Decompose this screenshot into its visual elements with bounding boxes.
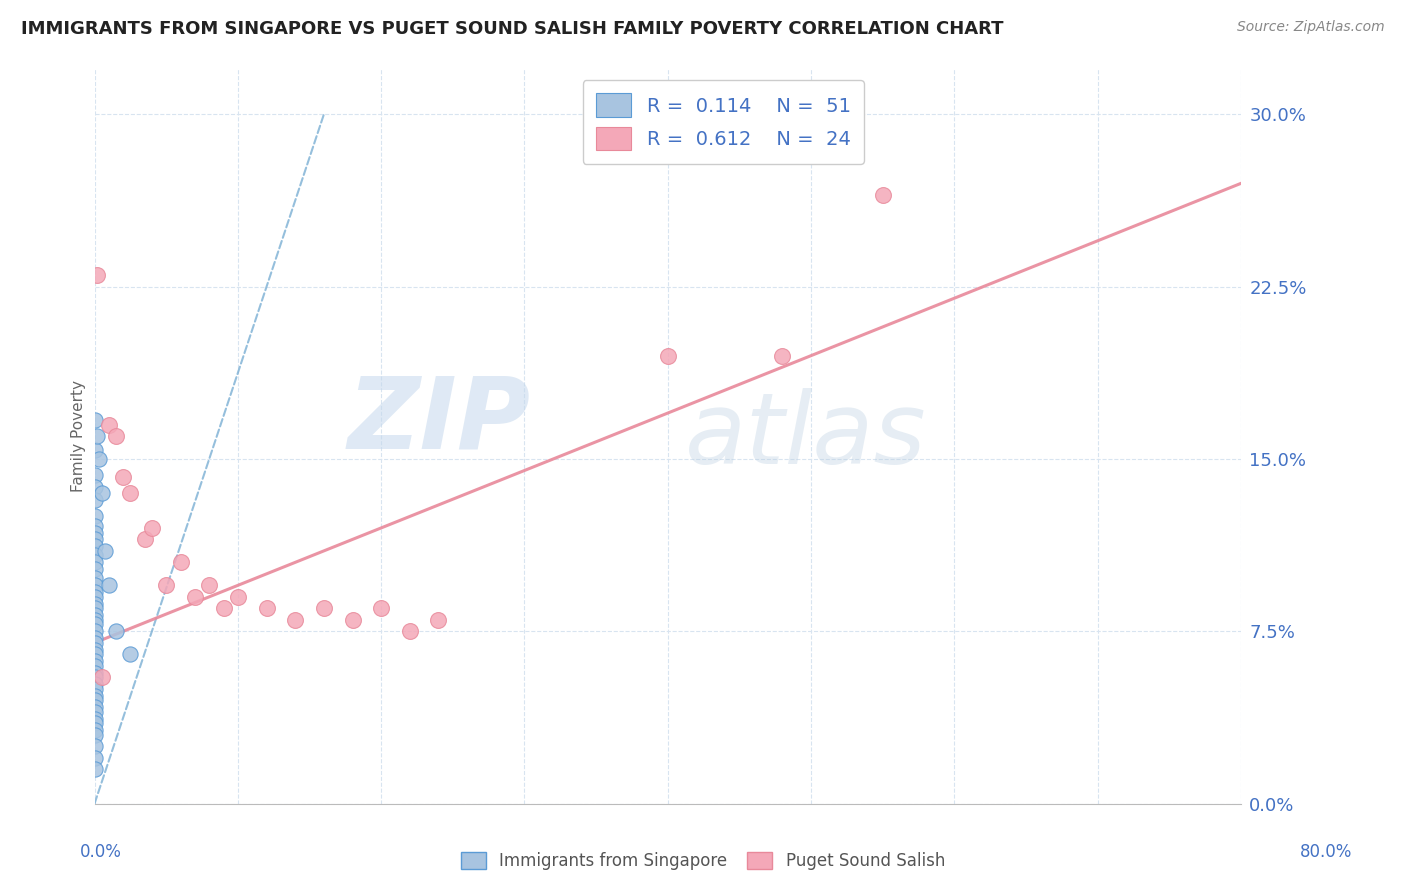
Point — [83, 665, 105, 680]
Point — [83, 658, 105, 673]
Point — [83, 518, 105, 533]
Point — [83, 562, 105, 576]
Point — [83, 578, 105, 592]
Text: 80.0%: 80.0% — [1299, 843, 1353, 861]
Point — [256, 601, 278, 615]
Point — [83, 571, 105, 585]
Point — [141, 521, 163, 535]
Point — [83, 750, 105, 764]
Point — [83, 624, 105, 639]
Point — [83, 617, 105, 632]
Point — [284, 613, 307, 627]
Point — [83, 613, 105, 627]
Point — [83, 677, 105, 691]
Point — [86, 429, 108, 443]
Point — [83, 525, 105, 540]
Point — [83, 670, 105, 684]
Point — [427, 613, 450, 627]
Point — [87, 452, 110, 467]
Text: Source: ZipAtlas.com: Source: ZipAtlas.com — [1237, 20, 1385, 34]
Point — [83, 442, 105, 457]
Point — [169, 555, 191, 569]
Text: 0.0%: 0.0% — [80, 843, 122, 861]
Point — [83, 493, 105, 508]
Legend: Immigrants from Singapore, Puget Sound Salish: Immigrants from Singapore, Puget Sound S… — [454, 845, 952, 877]
Point — [657, 349, 679, 363]
Point — [97, 578, 120, 592]
Point — [83, 413, 105, 427]
Point — [83, 762, 105, 776]
Point — [83, 549, 105, 563]
Point — [83, 555, 105, 569]
Point — [370, 601, 392, 615]
Point — [83, 642, 105, 657]
Point — [83, 723, 105, 737]
Point — [83, 636, 105, 650]
Point — [97, 417, 120, 432]
Point — [770, 349, 793, 363]
Point — [120, 647, 142, 661]
Point — [83, 631, 105, 645]
Point — [83, 689, 105, 703]
Y-axis label: Family Poverty: Family Poverty — [72, 380, 86, 492]
Point — [83, 647, 105, 661]
Point — [134, 533, 156, 547]
Point — [83, 681, 105, 696]
Point — [93, 544, 115, 558]
Point — [90, 670, 112, 684]
Point — [83, 597, 105, 611]
Point — [83, 479, 105, 493]
Point — [83, 739, 105, 753]
Point — [83, 585, 105, 599]
Point — [398, 624, 420, 639]
Text: IMMIGRANTS FROM SINGAPORE VS PUGET SOUND SALISH FAMILY POVERTY CORRELATION CHART: IMMIGRANTS FROM SINGAPORE VS PUGET SOUND… — [21, 20, 1004, 37]
Point — [83, 728, 105, 742]
Point — [83, 716, 105, 731]
Point — [86, 268, 108, 283]
Point — [226, 590, 249, 604]
Point — [83, 654, 105, 668]
Point — [83, 608, 105, 623]
Point — [105, 429, 128, 443]
Point — [83, 590, 105, 604]
Point — [198, 578, 221, 592]
Point — [90, 486, 112, 500]
Text: ZIP: ZIP — [347, 373, 530, 470]
Point — [83, 509, 105, 524]
Point — [83, 700, 105, 714]
Legend: R =  0.114    N =  51, R =  0.612    N =  24: R = 0.114 N = 51, R = 0.612 N = 24 — [582, 79, 865, 164]
Point — [83, 705, 105, 719]
Point — [105, 624, 128, 639]
Point — [112, 470, 135, 484]
Point — [212, 601, 235, 615]
Point — [83, 468, 105, 483]
Point — [342, 613, 364, 627]
Text: atlas: atlas — [685, 387, 927, 484]
Point — [83, 693, 105, 707]
Point — [120, 486, 142, 500]
Point — [83, 712, 105, 726]
Point — [155, 578, 177, 592]
Point — [83, 601, 105, 615]
Point — [312, 601, 335, 615]
Point — [83, 533, 105, 547]
Point — [184, 590, 207, 604]
Point — [83, 539, 105, 553]
Point — [872, 187, 894, 202]
